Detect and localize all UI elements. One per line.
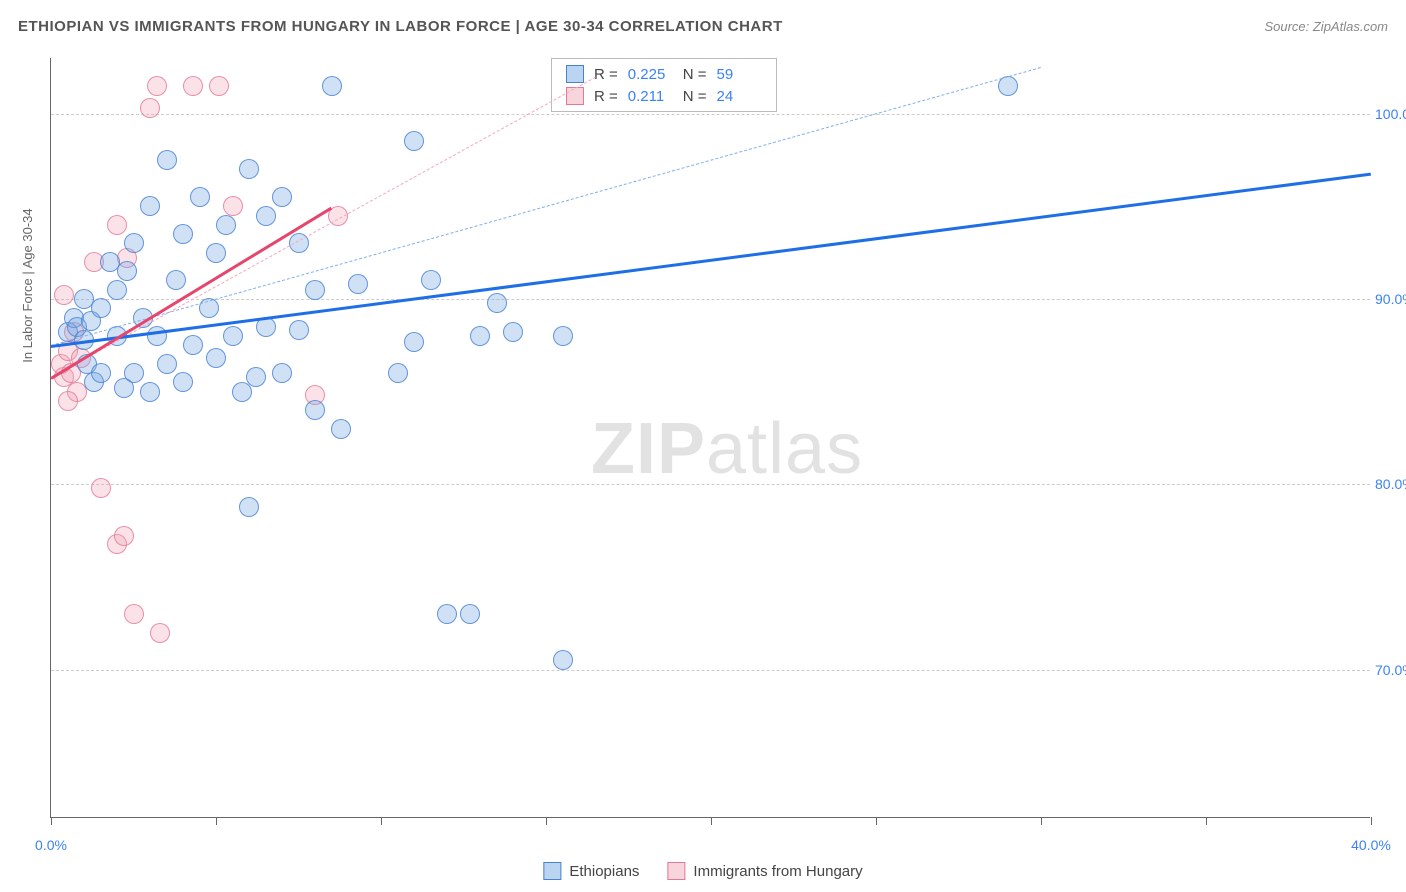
point-ethiopian (140, 196, 160, 216)
stats-box: R = 0.225 N = 59 R = 0.211 N = 24 (551, 58, 777, 112)
point-ethiopian (239, 497, 259, 517)
legend-swatch-blue-icon (543, 862, 561, 880)
point-ethiopian (305, 400, 325, 420)
x-tick (546, 817, 547, 825)
point-ethiopian (322, 76, 342, 96)
point-hungary (150, 623, 170, 643)
x-tick (1206, 817, 1207, 825)
x-tick (1371, 817, 1372, 825)
point-ethiopian (173, 224, 193, 244)
gridline (51, 114, 1370, 115)
y-tick-label: 90.0% (1375, 291, 1406, 307)
point-hungary (107, 215, 127, 235)
swatch-pink-icon (566, 87, 584, 105)
point-ethiopian (91, 363, 111, 383)
point-ethiopian (487, 293, 507, 313)
x-tick (711, 817, 712, 825)
x-tick (216, 817, 217, 825)
gridline (51, 484, 1370, 485)
swatch-blue-icon (566, 65, 584, 83)
legend-item-b: Immigrants from Hungary (667, 862, 862, 880)
point-ethiopian (124, 233, 144, 253)
y-tick-label: 100.0% (1375, 106, 1406, 122)
y-tick-label: 80.0% (1375, 476, 1406, 492)
source-label: Source: ZipAtlas.com (1264, 19, 1388, 34)
point-ethiopian (216, 215, 236, 235)
point-ethiopian (421, 270, 441, 290)
point-hungary (183, 76, 203, 96)
point-ethiopian (272, 187, 292, 207)
point-ethiopian (437, 604, 457, 624)
point-ethiopian (553, 650, 573, 670)
gridline (51, 299, 1370, 300)
point-hungary (54, 285, 74, 305)
point-ethiopian (124, 363, 144, 383)
chart-title: ETHIOPIAN VS IMMIGRANTS FROM HUNGARY IN … (18, 18, 783, 35)
watermark: ZIPatlas (591, 408, 863, 490)
point-ethiopian (388, 363, 408, 383)
point-hungary (140, 98, 160, 118)
point-ethiopian (166, 270, 186, 290)
stats-row-b: R = 0.211 N = 24 (552, 85, 776, 107)
point-ethiopian (553, 326, 573, 346)
x-tick (51, 817, 52, 825)
point-ethiopian (206, 348, 226, 368)
point-hungary (58, 391, 78, 411)
y-axis-title: In Labor Force | Age 30-34 (20, 208, 35, 362)
point-ethiopian (140, 382, 160, 402)
point-ethiopian (305, 280, 325, 300)
y-tick-label: 70.0% (1375, 662, 1406, 678)
point-ethiopian (91, 298, 111, 318)
point-ethiopian (117, 261, 137, 281)
point-ethiopian (404, 332, 424, 352)
point-hungary (91, 478, 111, 498)
point-ethiopian (107, 280, 127, 300)
point-ethiopian (206, 243, 226, 263)
point-ethiopian (348, 274, 368, 294)
point-ethiopian (246, 367, 266, 387)
bottom-legend: Ethiopians Immigrants from Hungary (543, 862, 862, 880)
point-ethiopian (460, 604, 480, 624)
point-hungary (209, 76, 229, 96)
point-ethiopian (272, 363, 292, 383)
point-hungary (147, 76, 167, 96)
x-tick (1041, 817, 1042, 825)
point-hungary (114, 526, 134, 546)
point-ethiopian (256, 206, 276, 226)
point-ethiopian (404, 131, 424, 151)
trend-line-blue (51, 173, 1371, 348)
point-hungary (223, 196, 243, 216)
x-tick-label: 40.0% (1351, 837, 1391, 853)
point-ethiopian (157, 354, 177, 374)
point-ethiopian (183, 335, 203, 355)
legend-item-a: Ethiopians (543, 862, 639, 880)
x-tick-label: 0.0% (35, 837, 67, 853)
point-ethiopian (223, 326, 243, 346)
plot-area: ZIPatlas R = 0.225 N = 59 R = 0.211 N = … (50, 58, 1370, 818)
x-tick (381, 817, 382, 825)
point-ethiopian (173, 372, 193, 392)
point-ethiopian (503, 322, 523, 342)
point-ethiopian (190, 187, 210, 207)
point-ethiopian (470, 326, 490, 346)
point-ethiopian (239, 159, 259, 179)
point-ethiopian (147, 326, 167, 346)
x-tick (876, 817, 877, 825)
point-ethiopian (157, 150, 177, 170)
point-ethiopian (331, 419, 351, 439)
gridline (51, 670, 1370, 671)
point-ethiopian (289, 320, 309, 340)
point-hungary (124, 604, 144, 624)
legend-swatch-pink-icon (667, 862, 685, 880)
